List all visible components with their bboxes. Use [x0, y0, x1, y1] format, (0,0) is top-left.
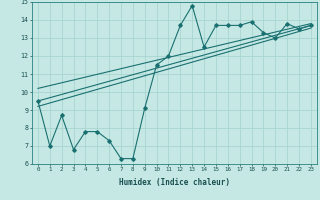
X-axis label: Humidex (Indice chaleur): Humidex (Indice chaleur): [119, 178, 230, 187]
